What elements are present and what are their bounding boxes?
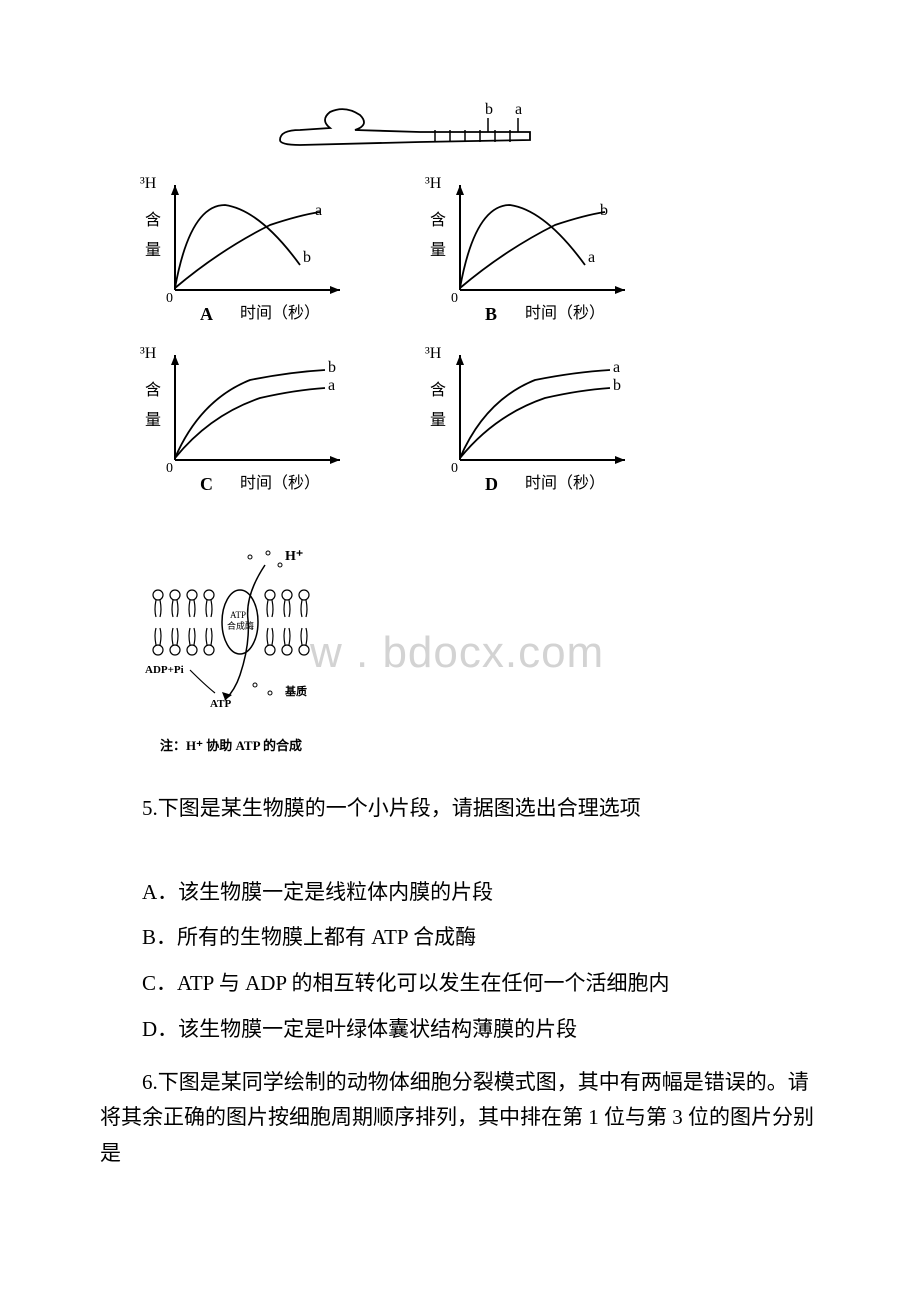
- curve-label-a: a: [613, 359, 620, 376]
- atp-label-2: 合成酶: [227, 620, 254, 631]
- origin: 0: [451, 291, 458, 306]
- top-line-diagram: b a: [270, 100, 550, 155]
- y-label-h: ³H: [140, 345, 157, 362]
- chart-letter: A: [200, 304, 213, 324]
- x-label: 时间（秒）: [240, 304, 320, 322]
- curve-label-a: a: [328, 377, 335, 394]
- x-label: 时间（秒）: [525, 474, 605, 492]
- origin: 0: [451, 461, 458, 476]
- question-text-block: 5.下图是某生物膜的一个小片段，请据图选出合理选项 A．该生物膜一定是线粒体内膜…: [100, 790, 820, 1180]
- y-label-h: ³H: [140, 175, 157, 192]
- membrane-note: 注：H⁺ 协助 ATP 的合成: [160, 738, 302, 753]
- chart-c: ³H 含 量 0 C 时间（秒） b a: [140, 340, 390, 500]
- watermark-text: w . bdocx.com: [310, 628, 604, 677]
- bilayer-left: [153, 590, 214, 655]
- curve-label-a: a: [588, 249, 595, 266]
- curve-label-b: b: [600, 202, 608, 219]
- curve-label-b: b: [613, 377, 621, 394]
- y-label-h: ³H: [425, 175, 442, 192]
- question-6-text: 6.下图是某同学绘制的动物体细胞分裂模式图，其中有两幅是错误的。请将其余正确的图…: [100, 1065, 820, 1172]
- origin: 0: [166, 291, 173, 306]
- option-a: A．该生物膜一定是线粒体内膜的片段: [100, 874, 820, 912]
- chart-d: ³H 含 量 0 D 时间（秒） a b: [425, 340, 675, 500]
- figure-four-charts: b a ³H 含 量 0: [140, 100, 680, 500]
- atp-label-1: ATP: [230, 610, 246, 620]
- label-a: a: [515, 101, 522, 118]
- y-label-1: 含: [145, 381, 161, 399]
- option-b: B．所有的生物膜上都有 ATP 合成酶: [100, 919, 820, 957]
- watermark: w . bdocx.com: [310, 628, 604, 678]
- option-d: D．该生物膜一定是叶绿体囊状结构薄膜的片段: [100, 1011, 820, 1049]
- chart-b: ³H 含 量 0 B 时间（秒） b a: [425, 170, 675, 330]
- y-label-h: ³H: [425, 345, 442, 362]
- y-label-1: 含: [145, 211, 161, 229]
- bilayer-right: [265, 590, 309, 655]
- chart-a: ³H 含 量 0 A 时间（秒） a b: [140, 170, 390, 330]
- y-label-2: 量: [430, 412, 446, 429]
- y-label-1: 含: [430, 211, 446, 229]
- x-label: 时间（秒）: [240, 474, 320, 492]
- label-b: b: [485, 101, 493, 118]
- question-5-text: 5.下图是某生物膜的一个小片段，请据图选出合理选项: [100, 790, 820, 828]
- option-c: C．ATP 与 ADP 的相互转化可以发生在任何一个活细胞内: [100, 965, 820, 1003]
- h-plus-label: H⁺: [285, 549, 303, 564]
- curve-label-b: b: [303, 249, 311, 266]
- curve-label-a: a: [315, 202, 322, 219]
- chart-letter: D: [485, 474, 498, 494]
- x-label: 时间（秒）: [525, 304, 605, 322]
- atp-bottom-label: ATP: [210, 698, 231, 710]
- y-label-1: 含: [430, 381, 446, 399]
- origin: 0: [166, 461, 173, 476]
- y-label-2: 量: [430, 242, 446, 259]
- chart-letter: C: [200, 474, 213, 494]
- base-label: 基质: [284, 684, 307, 698]
- chart-letter: B: [485, 304, 497, 324]
- y-label-2: 量: [145, 412, 161, 429]
- adp-pi-label: ADP+Pi: [145, 664, 184, 676]
- y-label-2: 量: [145, 242, 161, 259]
- curve-label-b: b: [328, 359, 336, 376]
- chart-grid: ³H 含 量 0 A 时间（秒） a b ³H 含: [140, 170, 680, 500]
